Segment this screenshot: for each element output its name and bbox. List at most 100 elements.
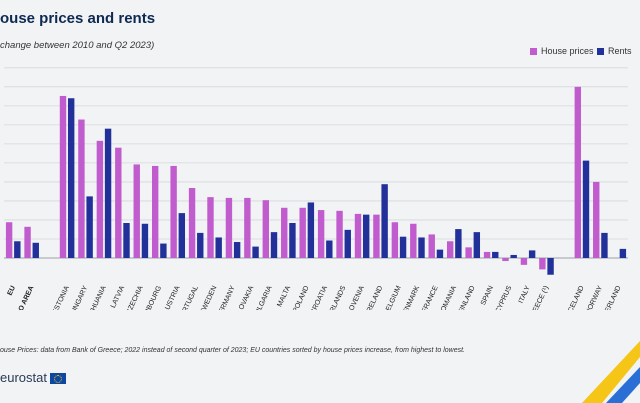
rent-bar [619, 248, 627, 258]
eu-flag-icon [49, 373, 66, 385]
footnote: ouse Prices: data from Bank of Greece; 2… [0, 347, 465, 354]
house-price-bar [281, 207, 288, 258]
house-price-bar [170, 165, 177, 258]
house-price-bar [299, 207, 306, 258]
house-price-bar [24, 226, 31, 258]
rent-bar [104, 128, 112, 258]
rent-bar [215, 237, 222, 258]
category-label: CYPRUS [495, 285, 514, 310]
house-price-bar [428, 234, 435, 258]
house-price-bar [446, 241, 454, 258]
house-price-bar [151, 165, 159, 258]
house-price-bar [574, 86, 582, 258]
category-label: LITHUANIA [86, 285, 108, 310]
category-label: SWEDEN [199, 285, 218, 310]
eurostat-logo: eurostat [0, 370, 66, 385]
category-label: AUSTRIA [162, 285, 181, 310]
rent-bar [455, 229, 462, 258]
legend-rents-swatch [597, 48, 604, 56]
rent-bar [362, 214, 370, 258]
house-price-bar [133, 164, 140, 258]
category-label: SLOVENIA [345, 285, 366, 310]
rent-bar [289, 223, 296, 258]
house-price-bar [225, 197, 233, 258]
category-label: NORWAY [585, 285, 604, 310]
rent-bar [307, 202, 315, 258]
house-price-bar [391, 222, 399, 258]
category-label: LATVIA [110, 285, 126, 310]
category-label: SLOVAKIA [235, 285, 256, 310]
corner-decoration [582, 341, 640, 403]
house-price-bar [244, 197, 251, 258]
rent-bar [233, 242, 241, 258]
rent-bar [178, 213, 186, 258]
house-price-bar [593, 181, 600, 258]
rent-bar [123, 223, 130, 258]
house-price-bar [115, 147, 122, 258]
house-price-bar [465, 247, 472, 258]
house-price-bar [78, 119, 85, 258]
rent-bar [492, 251, 499, 258]
house-price-bar [188, 188, 196, 258]
rent-bar [510, 254, 517, 258]
rent-bar [326, 240, 333, 258]
category-label: CROATIA [310, 285, 329, 310]
house-price-bar [336, 210, 343, 258]
rent-bar [14, 241, 21, 258]
eurostat-wordmark: eurostat [0, 370, 47, 385]
legend-house-label: House prices [541, 46, 594, 56]
rent-bar [67, 98, 75, 258]
rent-bar [418, 237, 425, 258]
category-label: MALTA [276, 285, 292, 308]
house-price-bar [59, 95, 67, 258]
house-price-bar [373, 214, 380, 258]
category-label: GERMANY [216, 285, 237, 310]
rent-bar [399, 236, 407, 258]
category-label: DENMARK [400, 285, 421, 310]
legend-house-prices: House prices [530, 46, 594, 56]
category-label: SPAIN [480, 285, 495, 307]
category-label: FINLAND [458, 285, 477, 310]
rent-bar [381, 184, 388, 258]
house-price-bar [502, 258, 509, 262]
category-label: EU [7, 285, 17, 297]
rent-bar [473, 232, 481, 258]
rent-bar [86, 196, 93, 258]
house-price-bar [483, 251, 491, 258]
category-label: ICELAND [567, 285, 586, 310]
category-label: ROMANIA [438, 285, 458, 310]
chart-title: ouse prices and rents [0, 10, 156, 27]
chart-area: EU EURO AREA ESTONIA HUNGARY LITHUANIA LATVIA… [0, 60, 640, 335]
category-label: CZECHIA [125, 285, 144, 310]
house-price-bar [520, 258, 528, 265]
legend-rents: Rents [597, 46, 632, 56]
house-price-bar [262, 200, 270, 258]
rent-bar [197, 232, 204, 258]
rent-bar [582, 160, 590, 258]
rent-bar [601, 232, 608, 258]
category-label: IRELAND [365, 285, 384, 310]
category-label: FRANCE [421, 285, 440, 310]
house-price-bar [207, 197, 214, 258]
rent-bar [344, 229, 351, 258]
legend-house-swatch [530, 48, 537, 56]
legend-rents-label: Rents [608, 46, 632, 56]
rent-bar [547, 258, 554, 275]
house-price-bar [539, 258, 546, 270]
category-label: ESTONIA [52, 285, 71, 310]
rent-bar [141, 223, 149, 258]
rent-bar [32, 242, 39, 258]
category-label: BULGARIA [252, 285, 273, 310]
house-price-bar [317, 210, 325, 258]
house-price-bar [410, 223, 417, 258]
rent-bar [528, 250, 536, 258]
house-price-bar [354, 213, 362, 258]
rent-bar [252, 246, 259, 258]
rent-bar [270, 232, 278, 258]
rent-bar [160, 243, 167, 258]
category-label: HUNGARY [68, 285, 89, 310]
category-label: POLAND [292, 285, 311, 310]
house-price-bar [5, 222, 13, 258]
rent-bar [436, 249, 444, 258]
